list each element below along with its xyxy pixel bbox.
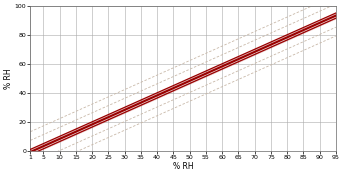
X-axis label: % RH: % RH [173, 162, 193, 171]
Y-axis label: % RH: % RH [4, 68, 13, 89]
